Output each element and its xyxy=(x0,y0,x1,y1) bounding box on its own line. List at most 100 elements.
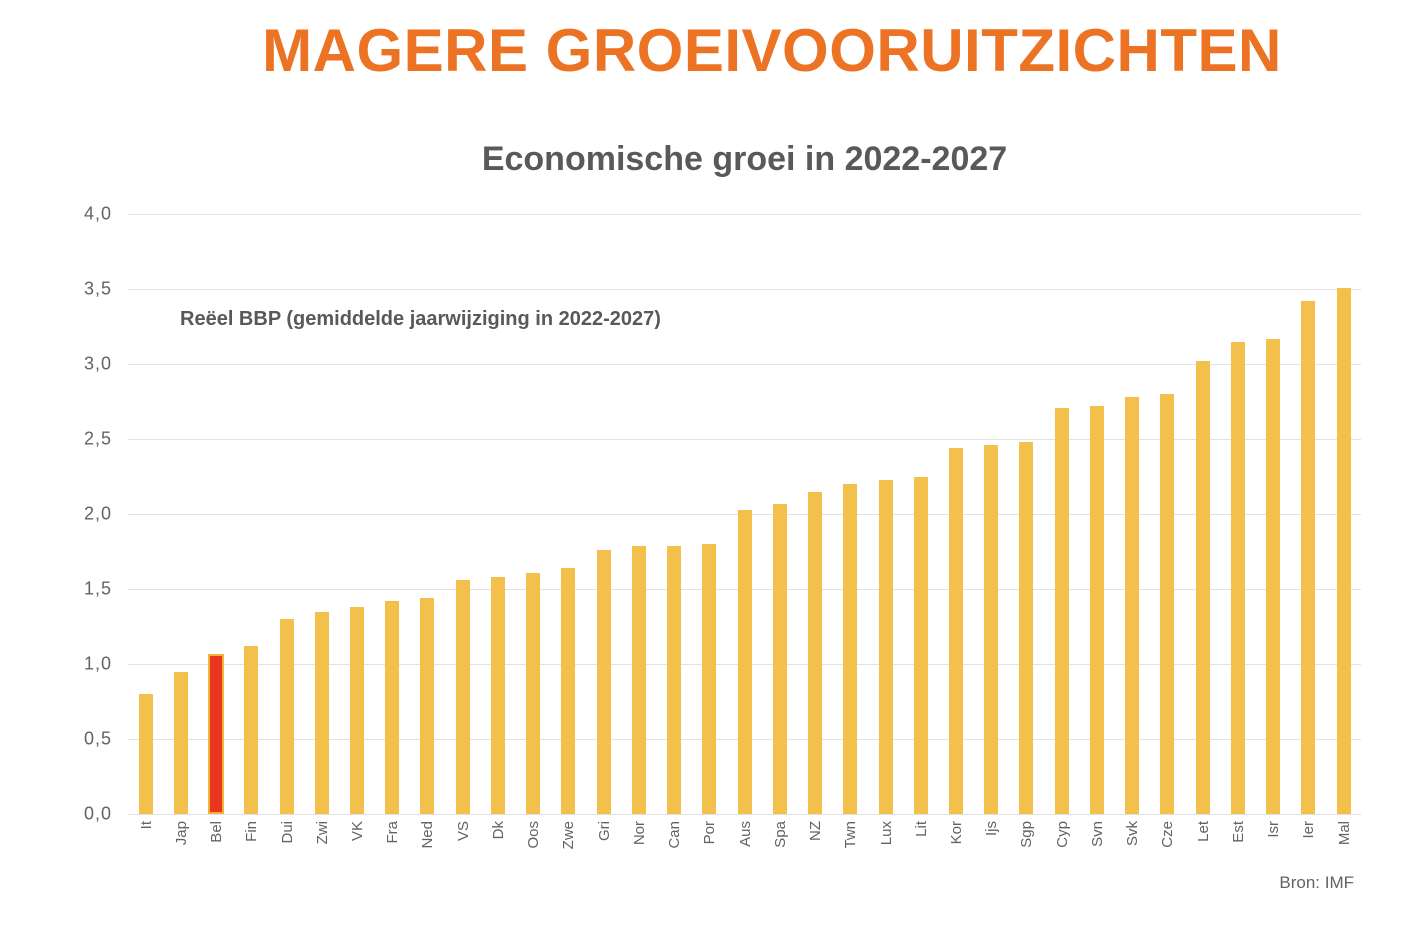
bar-column-Ned xyxy=(410,214,445,814)
bar-column-Isr xyxy=(1256,214,1291,814)
y-tick-label: 3,0 xyxy=(83,353,112,374)
bar-VS xyxy=(455,580,470,814)
x-tick-label-NZ: NZ xyxy=(807,821,825,841)
bar-column-Bel xyxy=(198,214,233,814)
x-tick-label-Est: Est xyxy=(1229,821,1247,843)
bar-column-Svn xyxy=(1079,214,1114,814)
bar-Oos xyxy=(526,572,541,814)
bar-column-Est xyxy=(1220,214,1255,814)
bar-column-Sgp xyxy=(1009,214,1044,814)
bar-Isr xyxy=(1266,338,1281,814)
y-tick-label: 1,5 xyxy=(83,578,112,599)
x-tick-label-Oos: Oos xyxy=(525,821,543,849)
x-tick-label-Fra: Fra xyxy=(384,821,402,844)
x-tick-label-Sgp: Sgp xyxy=(1018,821,1036,848)
source-label: Bron: IMF xyxy=(1279,873,1354,892)
bar-column-Let xyxy=(1185,214,1220,814)
bar-column-Cze xyxy=(1150,214,1185,814)
bar-Twn xyxy=(843,484,858,814)
bar-Svn xyxy=(1089,406,1104,814)
bar-column-It xyxy=(128,214,163,814)
x-tick-label-Can: Can xyxy=(666,821,684,849)
bar-Can xyxy=(667,545,682,814)
bar-column-Nor xyxy=(621,214,656,814)
bar-Mal xyxy=(1336,287,1351,814)
x-tick-label-Zwi: Zwi xyxy=(313,821,331,845)
bar-Aus xyxy=(737,509,752,814)
x-tick-label-Ned: Ned xyxy=(419,821,437,849)
x-tick-label-Svn: Svn xyxy=(1088,821,1106,847)
x-tick-label-Nor: Nor xyxy=(630,821,648,846)
x-tick-label-Isr: Isr xyxy=(1265,821,1283,838)
y-tick-label: 2,0 xyxy=(83,503,112,524)
bar-column-Fin xyxy=(234,214,269,814)
bar-column-Lux xyxy=(868,214,903,814)
x-tick-label-It: It xyxy=(137,821,155,830)
x-tick-label-Ier: Ier xyxy=(1300,821,1318,839)
bar-column-Dk xyxy=(480,214,515,814)
bar-Ier xyxy=(1301,301,1316,814)
bar-VK xyxy=(350,607,365,814)
page-title: MAGERE GROEIVOORUITZICHTEN xyxy=(262,17,1282,84)
x-tick-label-Twn: Twn xyxy=(842,821,860,849)
x-tick-label-Dui: Dui xyxy=(278,821,296,844)
bar-column-Zwi xyxy=(304,214,339,814)
bar-column-Gri xyxy=(586,214,621,814)
bar-column-Jap xyxy=(163,214,198,814)
y-tick-label: 4,0 xyxy=(83,203,112,224)
x-tick-label-VS: VS xyxy=(454,821,472,842)
bar-Lit xyxy=(913,476,928,814)
bar-Cyp xyxy=(1054,407,1069,814)
chart-annotation: Reëel BBP (gemiddelde jaarwijziging in 2… xyxy=(180,308,661,330)
gridline-4,0 xyxy=(128,214,1361,215)
gridline-3,0 xyxy=(128,364,1361,365)
bar-highlighted-Bel xyxy=(208,653,225,814)
bar-column-Cyp xyxy=(1044,214,1079,814)
plot-area xyxy=(128,214,1361,815)
bar-column-Twn xyxy=(833,214,868,814)
x-tick-label-Jap: Jap xyxy=(172,821,190,846)
x-tick-label-Let: Let xyxy=(1194,821,1212,842)
bar-Let xyxy=(1195,361,1210,814)
bar-column-Aus xyxy=(727,214,762,814)
gridline-2,5 xyxy=(128,439,1361,440)
x-tick-label-Gri: Gri xyxy=(595,821,613,841)
bar-Zwe xyxy=(561,568,576,814)
gridline-0,0 xyxy=(128,814,1361,815)
bar-It xyxy=(138,694,153,814)
x-tick-label-Bel: Bel xyxy=(208,821,226,843)
x-tick-label-Ijs: Ijs xyxy=(983,821,1001,836)
bar-column-Svk xyxy=(1115,214,1150,814)
bar-Ijs xyxy=(984,445,999,814)
bar-column-Ier xyxy=(1291,214,1326,814)
bar-Por xyxy=(702,544,717,814)
chart-title: Economische groei in 2022-2027 xyxy=(481,140,1008,178)
bar-column-Fra xyxy=(375,214,410,814)
y-axis: 0,0 0,5 1,0 1,5 2,0 2,5 3,0 3,5 4,0 xyxy=(0,204,112,824)
bar-column-VS xyxy=(445,214,480,814)
bar-column-Kor xyxy=(938,214,973,814)
bar-Dk xyxy=(490,577,505,814)
bar-column-Spa xyxy=(762,214,797,814)
y-tick-label: 0,5 xyxy=(83,728,112,749)
bar-Svk xyxy=(1125,397,1140,814)
bar-column-Oos xyxy=(516,214,551,814)
x-tick-label-Fin: Fin xyxy=(243,821,261,842)
x-tick-label-Por: Por xyxy=(701,821,719,845)
bar-Zwi xyxy=(314,611,329,814)
bar-column-Lit xyxy=(903,214,938,814)
bar-Nor xyxy=(631,545,646,814)
x-tick-label-Dk: Dk xyxy=(489,821,507,840)
x-tick-label-Aus: Aus xyxy=(736,821,754,847)
bar-Spa xyxy=(772,503,787,814)
y-tick-label: 1,0 xyxy=(83,653,112,674)
gridline-3,5 xyxy=(128,289,1361,290)
x-tick-label-Cze: Cze xyxy=(1159,821,1177,848)
bar-Fin xyxy=(244,646,259,814)
bar-column-Mal xyxy=(1326,214,1361,814)
bar-Fra xyxy=(385,601,400,814)
bar-Ned xyxy=(420,598,435,814)
bar-Sgp xyxy=(1019,442,1034,814)
bar-column-Dui xyxy=(269,214,304,814)
x-tick-label-Svk: Svk xyxy=(1124,821,1142,847)
